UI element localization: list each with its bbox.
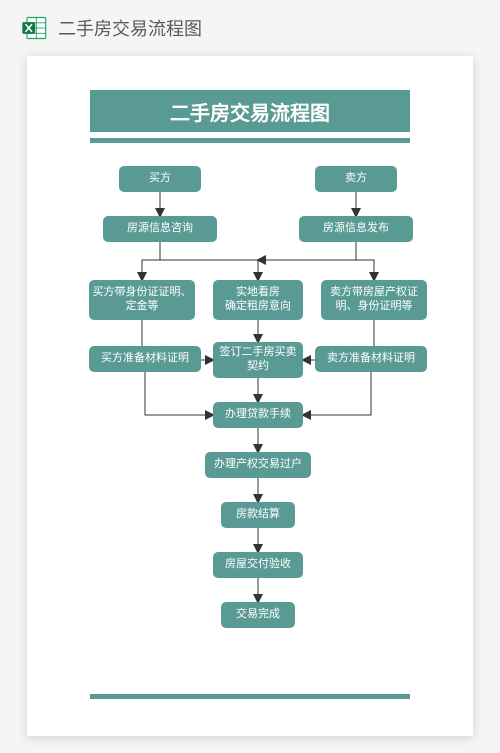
node-buyer_mat: 买方准备材料证明 [89, 346, 201, 372]
divider [90, 138, 410, 143]
node-buyer_id: 买方带身份证证明、定金等 [89, 280, 195, 320]
node-loan: 办理贷款手续 [213, 402, 303, 428]
node-settle: 房款结算 [221, 502, 295, 528]
edge [160, 242, 258, 280]
node-seller: 卖方 [315, 166, 397, 192]
node-done: 交易完成 [221, 602, 295, 628]
node-consult: 房源信息咨询 [103, 216, 217, 242]
edge [142, 260, 160, 280]
node-handover: 房屋交付验收 [213, 552, 303, 578]
node-visit: 实地看房确定租房意向 [213, 280, 303, 320]
divider [90, 694, 410, 699]
flowchart-title: 二手房交易流程图 [90, 90, 410, 132]
node-seller_id: 卖方带房屋产权证明、身份证明等 [321, 280, 427, 320]
edge [303, 372, 371, 415]
edge [258, 242, 356, 260]
header-title: 二手房交易流程图 [58, 15, 202, 41]
node-publish: 房源信息发布 [299, 216, 413, 242]
node-contract: 签订二手房买卖契约 [213, 342, 303, 378]
excel-icon [20, 14, 48, 42]
document-page: 二手房交易流程图买方 卖方房源信息咨询 房源信息发布买方带身份证证明、定金等实地看房… [27, 56, 473, 736]
edge [356, 260, 374, 280]
edge [145, 372, 213, 415]
edges-layer [27, 56, 473, 736]
app-header: 二手房交易流程图 [0, 0, 500, 56]
node-transfer: 办理产权交易过户 [205, 452, 311, 478]
node-buyer: 买方 [119, 166, 201, 192]
node-seller_mat: 卖方准备材料证明 [315, 346, 427, 372]
